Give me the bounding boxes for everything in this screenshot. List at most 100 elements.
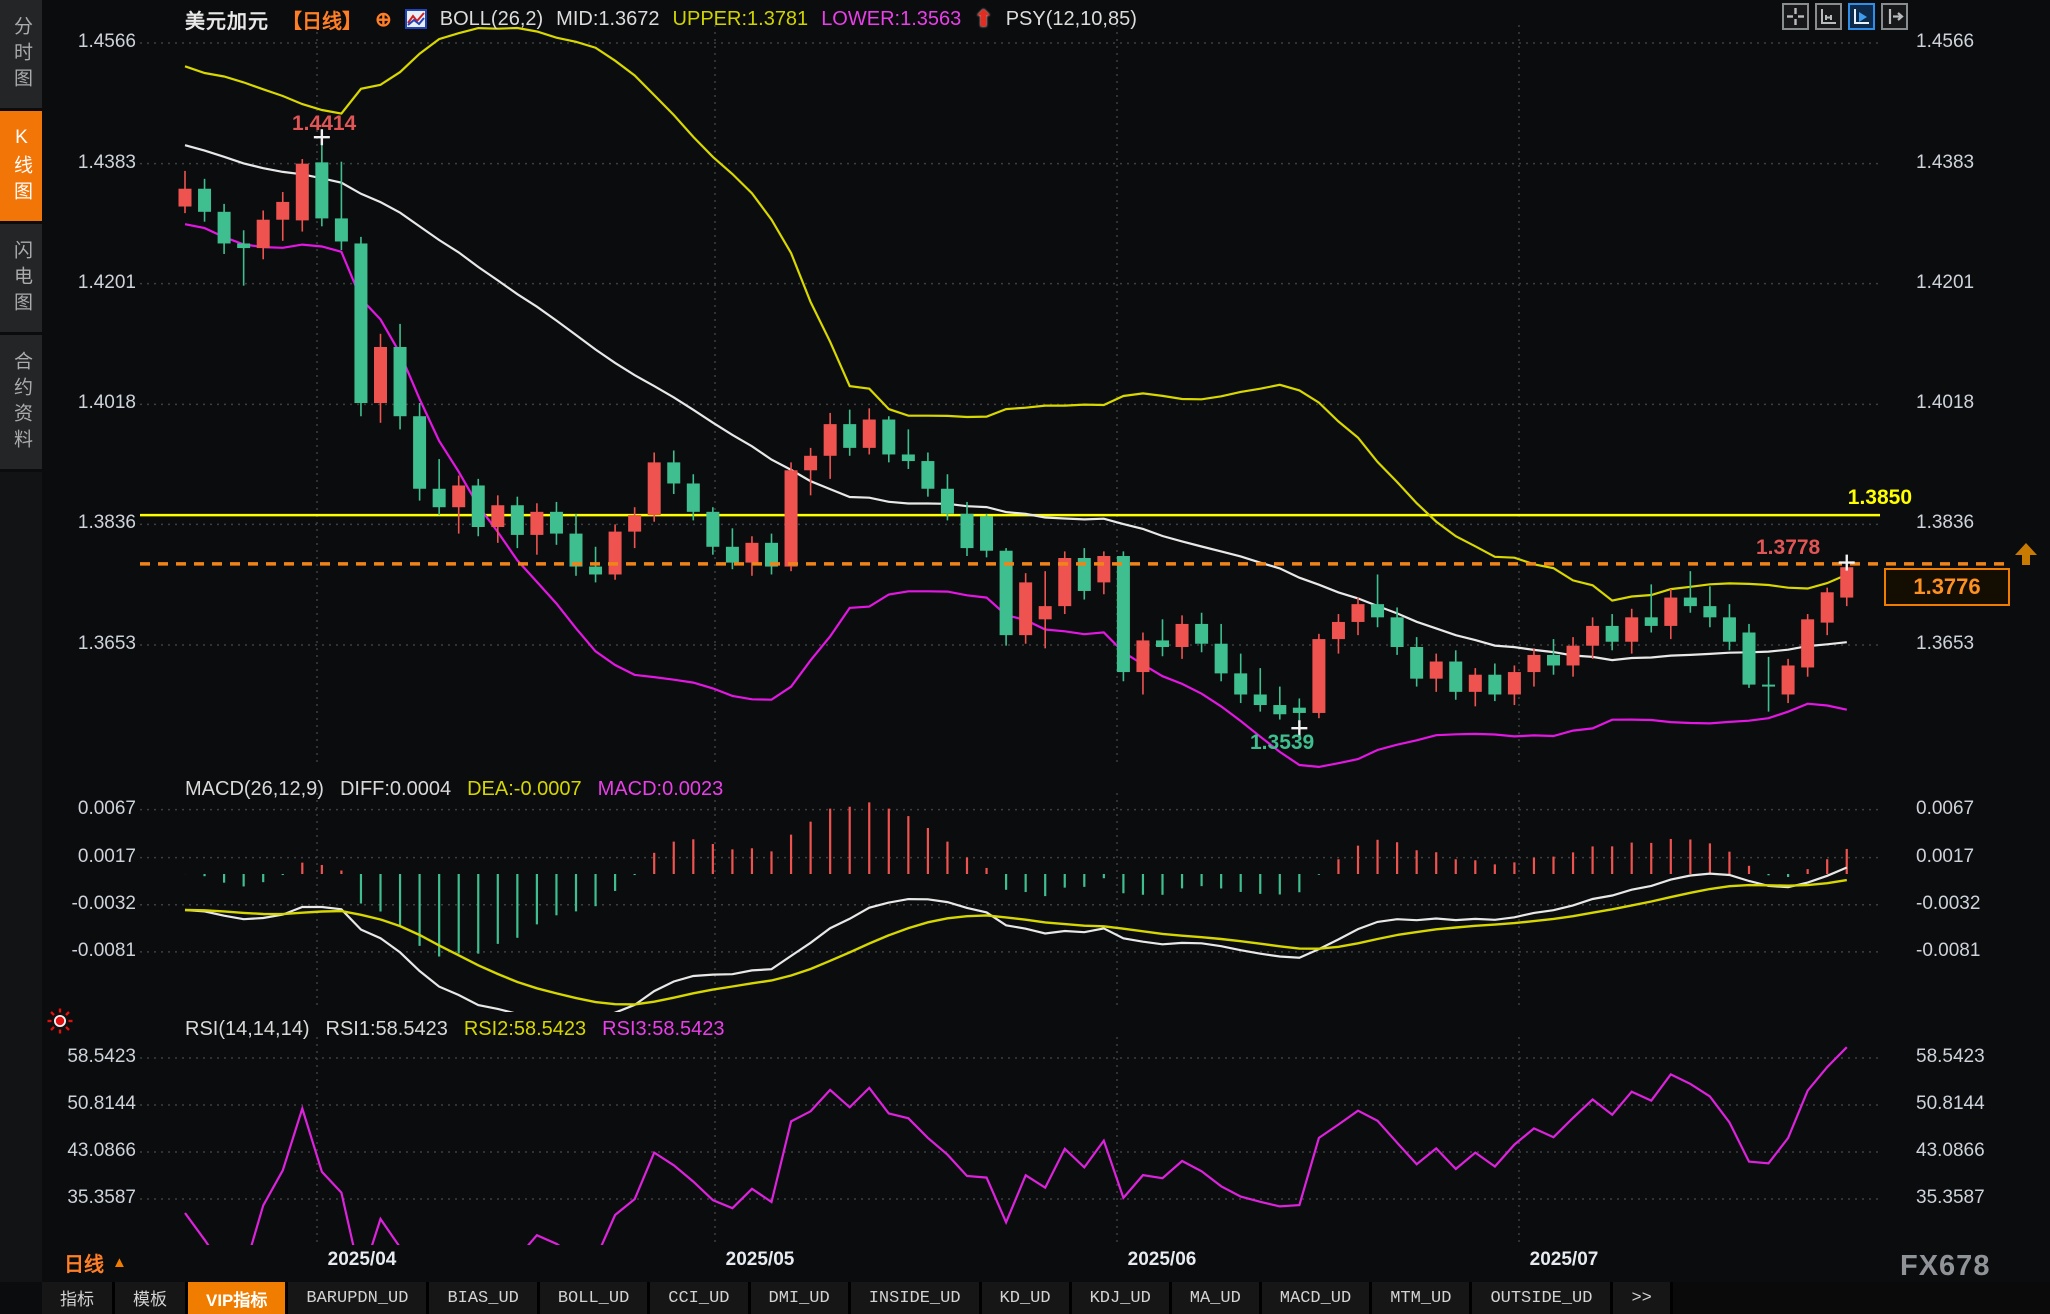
month-label: 2025/04: [327, 1249, 397, 1270]
candle-body: [432, 488, 446, 508]
tab-OUTSIDE_UD[interactable]: OUTSIDE_UD: [1472, 1282, 1614, 1314]
candle-body: [1410, 647, 1424, 679]
candle-body: [1097, 556, 1111, 583]
price-pane: [140, 25, 1880, 768]
candle-body: [1175, 623, 1189, 648]
psy-params: PSY(12,10,85): [1005, 7, 1137, 30]
period-tag[interactable]: 【日线】: [282, 10, 362, 33]
period-label-text: 日线: [64, 1254, 104, 1276]
axis-tick-label: 1.4566: [1916, 31, 1975, 52]
circle-plus-icon[interactable]: ⊕: [375, 8, 392, 31]
month-label: 2025/07: [1529, 1249, 1599, 1270]
candle-body: [295, 163, 309, 221]
candle-body: [1351, 604, 1365, 622]
candle-body: [784, 470, 798, 567]
macd-params: MACD(26,12,9): [185, 778, 324, 800]
axis-play-icon[interactable]: [1848, 3, 1875, 30]
candle-body: [1801, 619, 1815, 668]
candle-body: [765, 542, 778, 567]
tab-BARUPDN_UD[interactable]: BARUPDN_UD: [288, 1282, 430, 1314]
tab-moremore[interactable]: >>: [1613, 1282, 1673, 1314]
candle-body: [901, 454, 915, 462]
candle-body: [1292, 707, 1306, 713]
mini-chart-icon[interactable]: [404, 9, 427, 29]
candle-body: [804, 455, 818, 471]
axis-tick-label: -0.0032: [71, 892, 136, 914]
macd-dea-value: DEA:-0.0007: [467, 778, 582, 800]
tab-CCI_UD[interactable]: CCI_UD: [650, 1282, 751, 1314]
tab-MACD_UD[interactable]: MACD_UD: [1261, 1282, 1373, 1314]
tab-INSIDE_UD[interactable]: INSIDE_UD: [850, 1282, 982, 1314]
candle-body: [256, 219, 270, 249]
candle-body: [1077, 557, 1091, 591]
axis-tick-label: 0.0067: [1916, 797, 1975, 819]
candle-body: [725, 546, 739, 563]
candle-body: [1038, 606, 1052, 620]
candle-body: [940, 488, 954, 514]
up-arrow-icon: ⬆: [974, 6, 993, 31]
tab-KD_UD[interactable]: KD_UD: [981, 1282, 1072, 1314]
candle-body: [745, 542, 759, 563]
candle-body: [686, 483, 700, 512]
candle-body: [1156, 640, 1169, 648]
candle-body: [1195, 623, 1209, 644]
tab-MTM_UD[interactable]: MTM_UD: [1372, 1282, 1473, 1314]
candle-body: [1586, 625, 1600, 646]
axis-tick-label: 1.3653: [77, 633, 136, 655]
period-selector[interactable]: 日线 ▲: [64, 1248, 127, 1277]
candle-body: [706, 511, 720, 547]
candle-body: [471, 485, 485, 527]
candle-body: [999, 550, 1013, 636]
axis-tick-label: 1.3836: [77, 512, 136, 534]
tab-模板[interactable]: 模板: [115, 1282, 188, 1314]
candle-body: [1019, 582, 1033, 636]
candle-body: [1058, 557, 1072, 607]
rsi-pane: [140, 1037, 1880, 1245]
axis-tick-label: 50.8144: [1916, 1093, 1985, 1114]
crosshair-icon[interactable]: [1782, 3, 1809, 30]
macd-pane: [140, 793, 1880, 1012]
candle-body: [1390, 617, 1404, 648]
price-up-arrow-icon: [2013, 541, 2039, 572]
axis-tick-label: 1.4201: [77, 271, 136, 293]
candle-body: [198, 188, 212, 212]
candle-body: [413, 416, 427, 489]
candle-body: [1742, 632, 1756, 685]
tab-MA_UD[interactable]: MA_UD: [1171, 1282, 1262, 1314]
tab-BIAS_UD[interactable]: BIAS_UD: [429, 1282, 540, 1314]
shift-right-icon[interactable]: [1881, 3, 1908, 30]
candle-body: [882, 419, 896, 455]
candle-body: [1312, 639, 1326, 713]
tab-指标[interactable]: 指标: [42, 1282, 115, 1314]
sidebar-item-分时图[interactable]: 分时图: [0, 0, 42, 111]
macd-value: MACD:0.0023: [597, 778, 724, 800]
axis-range-icon[interactable]: [1815, 3, 1842, 30]
axis-tick-label: 1.4018: [1916, 392, 1975, 414]
sidebar-item-闪电图[interactable]: 闪电图: [0, 224, 42, 335]
month-label: 2025/06: [1127, 1249, 1197, 1270]
sidebar-item-合约资料[interactable]: 合约资料: [0, 335, 42, 472]
alert-burst-icon[interactable]: [47, 1008, 73, 1034]
brand-watermark: FX678: [1900, 1250, 1991, 1282]
candle-body: [393, 346, 407, 417]
candle-body: [1781, 665, 1795, 695]
candle-body: [980, 516, 994, 551]
sidebar-item-K线图[interactable]: K线图: [0, 111, 42, 224]
candle-body: [510, 505, 524, 535]
hline-price-label: 1.3850: [1847, 486, 1912, 509]
tab-BOLL_UD[interactable]: BOLL_UD: [539, 1282, 651, 1314]
rsi1-value: RSI1:58.5423: [325, 1018, 448, 1040]
axis-tick-label: 50.8144: [67, 1093, 136, 1114]
axis-tick-label: 0.0017: [77, 845, 136, 867]
tab-VIP指标[interactable]: VIP指标: [188, 1282, 289, 1314]
axis-tick-label: 43.0866: [67, 1140, 136, 1161]
axis-tick-label: -0.0081: [1916, 939, 1981, 961]
axis-tick-label: 1.4383: [1916, 151, 1975, 173]
candle-body: [1820, 592, 1834, 623]
indicator-tab-bar: 指标 模板 VIP指标 BARUPDN_UD BIAS_UD BOLL_UD CCI_UD D…: [42, 1282, 2050, 1314]
candle-body: [374, 346, 387, 404]
tab-KDJ_UD[interactable]: KDJ_UD: [1071, 1282, 1172, 1314]
axis-tick-label: 35.3587: [1916, 1187, 1985, 1208]
tab-DMI_UD[interactable]: DMI_UD: [750, 1282, 851, 1314]
